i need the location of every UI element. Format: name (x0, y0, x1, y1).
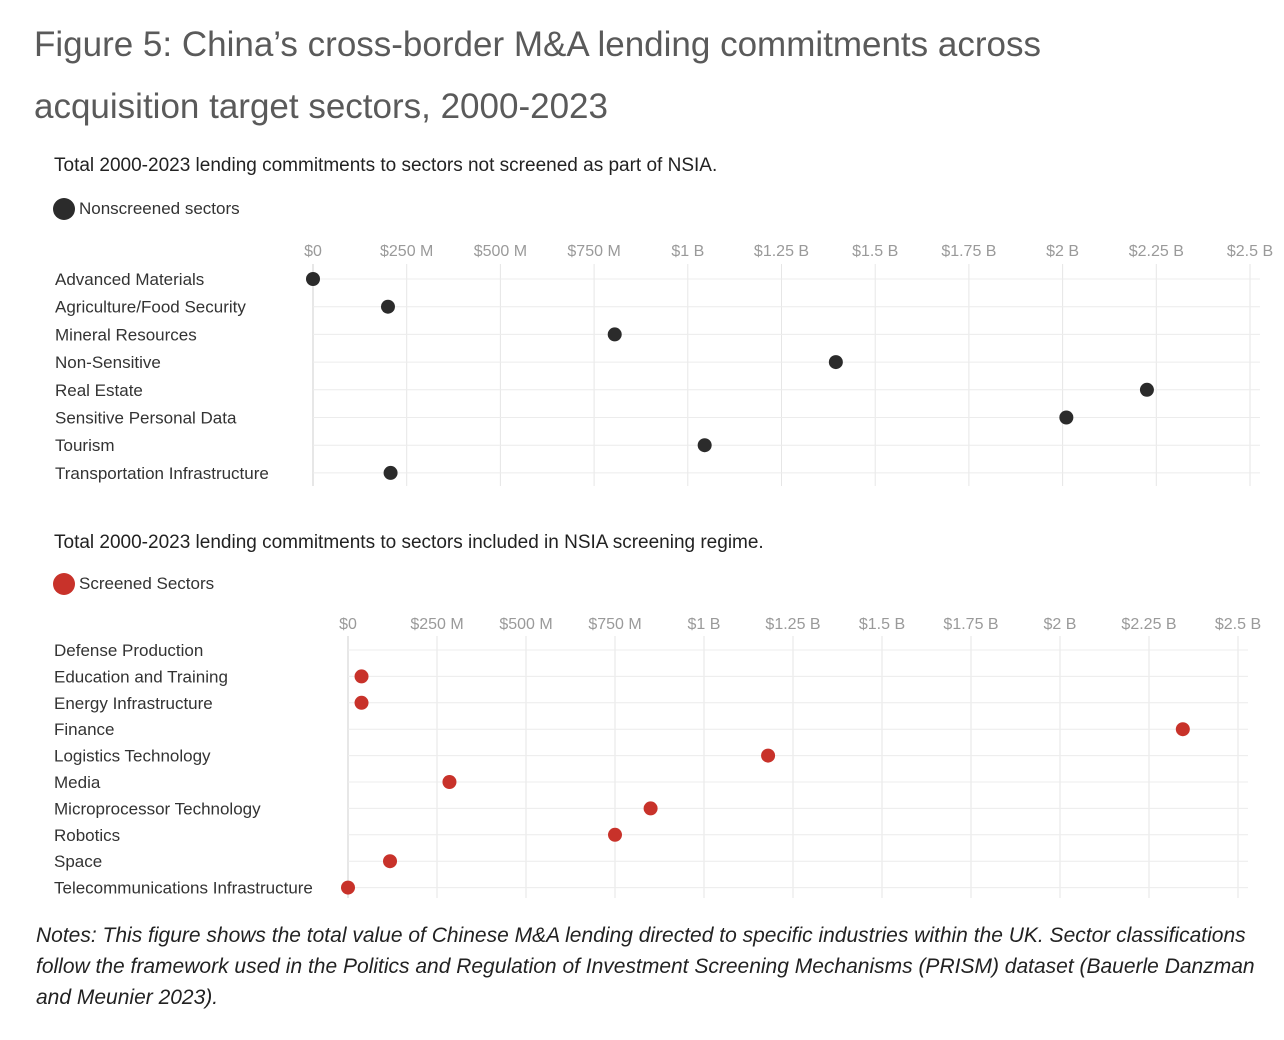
category-label-space: Space (54, 852, 102, 871)
category-label-transportation-infrastructure: Transportation Infrastructure (55, 464, 269, 483)
category-label-logistics-technology: Logistics Technology (54, 747, 211, 766)
data-point-transportation-infrastructure (383, 465, 398, 480)
x-tick-label-0-4: $1 B (671, 243, 704, 260)
x-tick-label-1-6: $1.5 B (859, 616, 905, 633)
category-label-advanced-materials: Advanced Materials (55, 270, 204, 289)
x-tick-label-1-3: $750 M (588, 616, 641, 633)
category-label-defense-production: Defense Production (54, 641, 203, 660)
category-label-robotics: Robotics (54, 826, 120, 845)
data-point-media (442, 775, 457, 789)
data-point-advanced-materials (306, 272, 320, 286)
x-tick-label-1-4: $1 B (688, 616, 721, 633)
data-point-tourism (697, 438, 712, 453)
x-tick-label-1-7: $1.75 B (943, 616, 998, 633)
figure-notes: Notes: This figure shows the total value… (36, 924, 1255, 1009)
x-tick-label-1-0: $0 (339, 616, 357, 633)
category-label-telecommunications-infrastructure: Telecommunications Infrastructure (54, 879, 313, 898)
x-tick-label-0-6: $1.5 B (852, 243, 898, 260)
x-tick-label-1-5: $1.25 B (765, 616, 820, 633)
category-label-tourism: Tourism (55, 436, 115, 455)
panel-2-legend: Screened Sectors (53, 573, 214, 595)
category-label-real-estate: Real Estate (55, 381, 143, 400)
legend-label-screened: Screened Sectors (79, 574, 215, 593)
category-label-finance: Finance (54, 720, 114, 739)
figure-title: Figure 5: China’s cross-border M&A lendi… (34, 14, 1234, 138)
data-point-finance (1175, 722, 1190, 737)
x-tick-label-1-2: $500 M (499, 616, 552, 633)
category-label-education-and-training: Education and Training (54, 667, 228, 686)
category-label-media: Media (54, 773, 101, 792)
data-point-logistics-technology (761, 748, 776, 763)
x-tick-label-1-8: $2 B (1044, 616, 1077, 633)
x-tick-label-0-9: $2.25 B (1129, 243, 1184, 260)
x-tick-label-1-10: $2.5 B (1215, 616, 1261, 633)
panel-1-title: Total 2000-2023 lending commitments to s… (54, 155, 718, 176)
x-tick-label-0-1: $250 M (380, 243, 433, 260)
figure-title-line-2: acquisition target sectors, 2000-2023 (34, 87, 608, 126)
x-tick-label-1-1: $250 M (410, 616, 463, 633)
data-point-real-estate (1139, 382, 1154, 397)
data-point-non-sensitive (828, 355, 843, 370)
panel-2-title: Total 2000-2023 lending commitments to s… (54, 532, 764, 553)
data-point-sensitive-personal-data (1059, 410, 1074, 425)
category-label-non-sensitive: Non-Sensitive (55, 353, 161, 372)
legend-dot-screened (53, 573, 75, 595)
legend-dot-nonscreened (53, 198, 75, 220)
data-point-robotics (608, 827, 622, 842)
data-point-energy-infrastructure (354, 695, 369, 710)
panel-1-legend: Nonscreened sectors (53, 198, 240, 220)
x-tick-label-0-5: $1.25 B (754, 243, 809, 260)
x-tick-label-0-8: $2 B (1046, 243, 1079, 260)
x-tick-label-0-10: $2.5 B (1227, 243, 1273, 260)
data-point-agriculture-food-security (380, 299, 395, 314)
x-tick-label-1-9: $2.25 B (1121, 616, 1176, 633)
x-tick-label-0-3: $750 M (567, 243, 620, 260)
legend-label-nonscreened: Nonscreened sectors (79, 199, 240, 218)
category-label-sensitive-personal-data: Sensitive Personal Data (55, 409, 237, 428)
category-label-agriculture-food-security: Agriculture/Food Security (55, 298, 246, 317)
x-tick-label-0-2: $500 M (474, 243, 527, 260)
data-point-space (383, 854, 398, 869)
category-label-mineral-resources: Mineral Resources (55, 325, 197, 344)
data-point-mineral-resources (607, 327, 622, 342)
category-label-energy-infrastructure: Energy Infrastructure (54, 694, 213, 713)
data-point-microprocessor-technology (643, 801, 658, 816)
category-label-microprocessor-technology: Microprocessor Technology (54, 799, 261, 818)
x-tick-label-0-7: $1.75 B (941, 243, 996, 260)
data-point-education-and-training (354, 669, 369, 684)
x-tick-label-0-0: $0 (304, 243, 322, 260)
figure-title-line-1: Figure 5: China’s cross-border M&A lendi… (34, 25, 1041, 64)
data-point-telecommunications-infrastructure (341, 880, 355, 895)
